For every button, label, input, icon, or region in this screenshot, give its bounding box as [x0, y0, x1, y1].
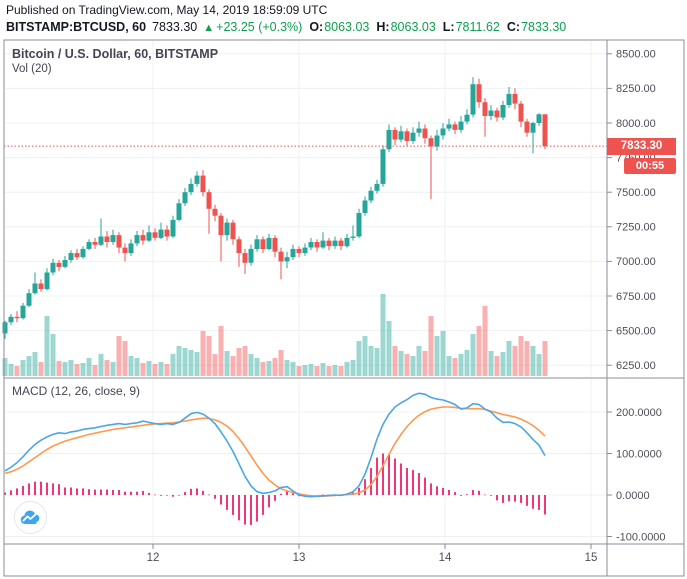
- svg-text:8250.00: 8250.00: [616, 83, 656, 95]
- published-line: Published on TradingView.com, May 14, 20…: [6, 3, 328, 17]
- svg-text:6500.00: 6500.00: [616, 325, 656, 337]
- svg-text:14: 14: [439, 552, 452, 564]
- high-pair: H:8063.03: [376, 20, 435, 34]
- last-price-axis-label: 7833.30: [607, 138, 676, 155]
- open-pair: O:8063.03: [309, 20, 369, 34]
- close-label: C:: [506, 20, 521, 34]
- close-value: 7833.30: [521, 20, 567, 34]
- svg-text:7000.00: 7000.00: [616, 256, 656, 268]
- low-label: L:: [442, 20, 455, 34]
- close-pair: C:7833.30: [507, 20, 566, 34]
- tradingview-logo[interactable]: [14, 501, 47, 534]
- svg-text:6750.00: 6750.00: [616, 291, 656, 303]
- svg-text:7500.00: 7500.00: [616, 187, 656, 199]
- macd-indicator-legend[interactable]: MACD (12, 26, close, 9): [12, 384, 141, 398]
- volume-bars: [2, 294, 548, 376]
- up-triangle-icon: ▲: [203, 22, 215, 34]
- svg-text:100.0000: 100.0000: [616, 448, 662, 460]
- price-axis[interactable]: 8500.008250.008000.007750.007500.007250.…: [607, 49, 666, 544]
- open-label: O:: [309, 20, 324, 34]
- svg-text:13: 13: [293, 552, 306, 564]
- low-pair: L:7811.62: [443, 20, 500, 34]
- cloud-chart-icon: [20, 510, 40, 524]
- high-value: 8063.03: [390, 20, 436, 34]
- price-change: +23.25 (+0.3%): [216, 20, 303, 34]
- macd-signal-line: [4, 406, 546, 498]
- svg-text:12: 12: [147, 552, 160, 564]
- svg-text:6250.00: 6250.00: [616, 360, 656, 372]
- time-axis[interactable]: 12 13 14 15: [147, 544, 598, 564]
- pane-borders: [3, 39, 685, 577]
- last-price: 7833.30: [152, 20, 198, 34]
- bar-close-countdown: 00:55: [624, 158, 676, 174]
- svg-text:200.0000: 200.0000: [616, 407, 662, 419]
- symbol-ohlc-row: BITSTAMP:BTCUSD, 60 7833.30 ▲ +23.25 (+0.3%…: [6, 20, 566, 34]
- svg-text:0.0000: 0.0000: [616, 490, 650, 502]
- svg-text:8500.00: 8500.00: [616, 49, 656, 61]
- volume-indicator-legend[interactable]: Vol (20): [12, 63, 52, 75]
- svg-text:-100.0000: -100.0000: [616, 531, 666, 543]
- open-value: 8063.03: [324, 20, 370, 34]
- high-label: H:: [376, 20, 390, 34]
- svg-text:15: 15: [585, 552, 598, 564]
- low-value: 7811.62: [455, 20, 500, 34]
- svg-text:8000.00: 8000.00: [616, 118, 656, 130]
- svg-text:7250.00: 7250.00: [616, 222, 656, 234]
- main-series-legend[interactable]: Bitcoin / U.S. Dollar, 60, BITSTAMP: [12, 47, 219, 61]
- macd-histogram: [4, 453, 546, 525]
- macd-line: [4, 392, 546, 498]
- symbol-name: BITSTAMP:BTCUSD, 60: [6, 20, 147, 34]
- gridlines: [5, 41, 607, 543]
- candlesticks: [2, 77, 548, 339]
